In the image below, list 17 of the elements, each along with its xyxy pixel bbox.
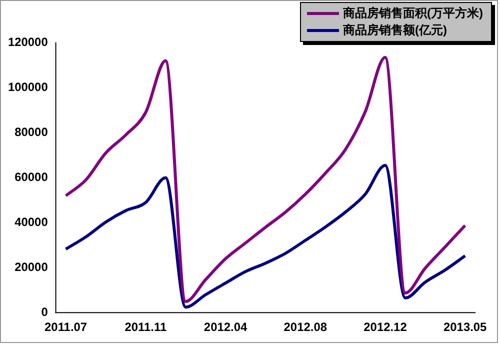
legend-label: 商品房销售额(亿元) [343,22,447,39]
y-tick-label: 0 [41,305,48,320]
line-series [64,164,467,309]
y-tick-label: 120000 [8,35,48,50]
y-tick-label: 80000 [14,125,48,140]
x-tick-label: 2011.11 [124,320,167,334]
legend-label: 商品房销售面积(万平方米) [343,5,483,22]
line-series [64,56,467,304]
x-tick-label: 2012.12 [364,320,408,334]
y-tick-label: 100000 [8,80,48,94]
x-tick-label: 2011.07 [44,320,88,334]
y-tick-label: 40000 [14,215,48,230]
x-tick-label: 2013.05 [444,320,488,334]
y-tick-label: 20000 [14,260,48,274]
x-tick-label: 2012.08 [284,320,328,334]
x-tick-label: 2012.04 [204,320,248,334]
y-tick-label: 60000 [14,170,48,184]
